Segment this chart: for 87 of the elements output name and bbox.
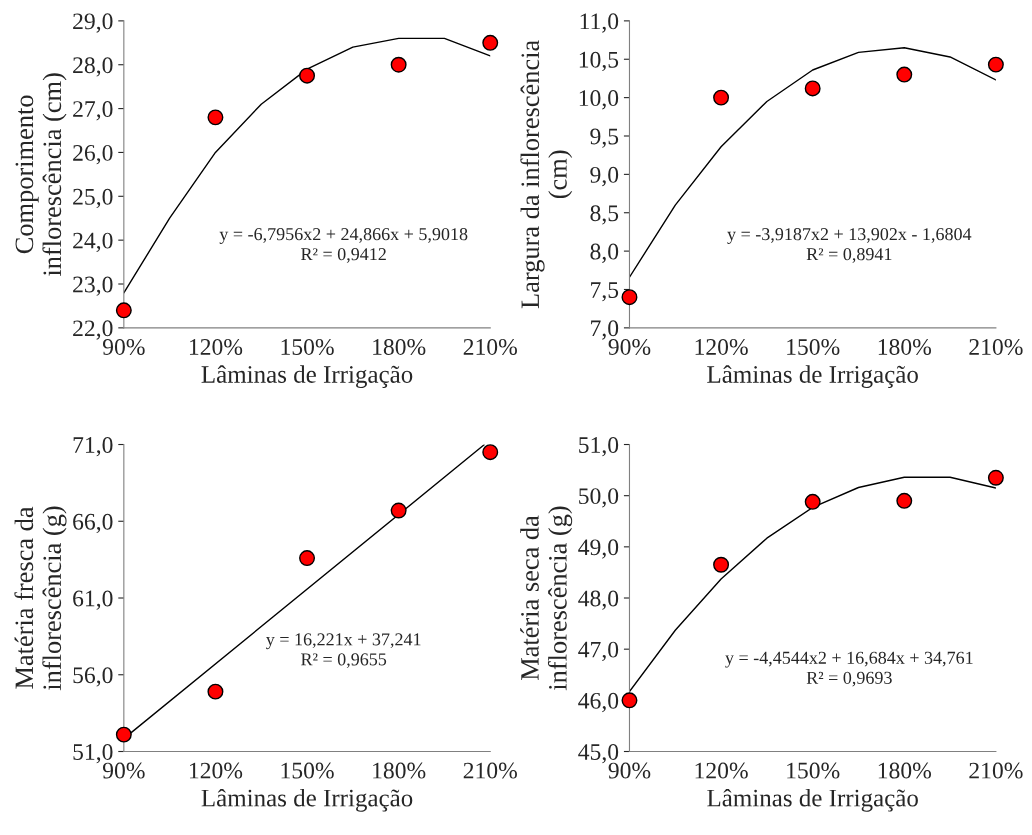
point bbox=[299, 67, 316, 84]
x-tick-label: 210% bbox=[463, 338, 517, 355]
annotation: y = 16,221x + 37,241 bbox=[266, 633, 421, 650]
y-tick-label: 48,0 bbox=[578, 590, 619, 610]
annotation: R² = 0,8941 bbox=[806, 248, 892, 263]
y-tick-label: 45,0 bbox=[578, 743, 619, 764]
y-tick-label: 56,0 bbox=[73, 667, 113, 687]
point bbox=[896, 492, 913, 509]
y-tick-label: 26,0 bbox=[73, 144, 113, 165]
point bbox=[987, 56, 1004, 73]
point bbox=[621, 289, 638, 306]
y-tick-label: 24,0 bbox=[73, 232, 113, 252]
y-tick-label: 51,0 bbox=[579, 437, 619, 457]
point bbox=[713, 89, 730, 106]
x-tick-label: 180% bbox=[878, 762, 932, 779]
annotation: y = -4,4544x2 + 16,684x + 34,761 bbox=[725, 651, 973, 668]
y-tick-label: 11,0 bbox=[580, 13, 619, 33]
x-tick-label: 180% bbox=[878, 338, 932, 355]
x-tick-label: 120% bbox=[189, 762, 243, 779]
y-tick-label: 23,0 bbox=[73, 276, 113, 296]
y-axis-title: Matéria seca da inflorescência (g) bbox=[520, 506, 573, 691]
y-axis-title: Comporimento inflorescência (cm) bbox=[15, 73, 67, 277]
point bbox=[299, 550, 316, 567]
x-axis-title: Lâminas de Irrigação bbox=[707, 788, 918, 812]
x-tick-label: 120% bbox=[695, 338, 748, 355]
x-tick-label: 180% bbox=[373, 762, 426, 779]
x-tick-label: 90% bbox=[102, 762, 145, 779]
annotation: R² = 0,9655 bbox=[301, 653, 387, 669]
y-tick-label: 66,0 bbox=[73, 513, 113, 534]
y-tick-label: 9,5 bbox=[590, 128, 619, 148]
x-axis-title: Lâminas de Irrigação bbox=[201, 788, 413, 812]
y-tick-label: 47,0 bbox=[578, 641, 619, 661]
y-tick-label: 29,0 bbox=[73, 13, 113, 33]
point bbox=[987, 469, 1004, 486]
line-series bbox=[629, 47, 996, 278]
x-axis-title: Lâminas de Irrigação bbox=[707, 365, 918, 389]
point bbox=[390, 56, 407, 73]
y-tick-label: 8,0 bbox=[590, 243, 619, 263]
point bbox=[390, 502, 407, 519]
annotation: y = -6,7956x2 + 24,866x + 5,9018 bbox=[219, 228, 468, 244]
x-tick-label: 180% bbox=[373, 338, 426, 355]
point bbox=[621, 692, 638, 709]
y-tick-label: 8,5 bbox=[590, 205, 619, 225]
y-tick-label: 7,5 bbox=[591, 282, 619, 302]
x-tick-label: 210% bbox=[463, 762, 517, 779]
y-tick-label: 10,5 bbox=[579, 51, 619, 72]
point bbox=[804, 80, 821, 97]
x-tick-label: 210% bbox=[969, 762, 1023, 779]
x-tick-label: 150% bbox=[787, 338, 840, 355]
y-tick-label: 25,0 bbox=[73, 188, 113, 209]
y-tick-label: 7,0 bbox=[591, 320, 619, 340]
x-tick-label: 150% bbox=[281, 762, 334, 779]
annotation: R² = 0,9693 bbox=[806, 671, 892, 687]
x-tick-label: 90% bbox=[608, 338, 651, 355]
y-tick-label: 22,0 bbox=[73, 320, 113, 340]
point bbox=[896, 66, 913, 83]
y-axis-title: Largura da inflorescência (cm) bbox=[520, 40, 573, 309]
y-tick-label: 27,0 bbox=[73, 101, 113, 121]
x-tick-label: 150% bbox=[787, 762, 840, 779]
y-axis-title: Matéria fresca da inflorescência (g) bbox=[14, 506, 67, 691]
point bbox=[207, 109, 224, 126]
y-tick-label: 51,0 bbox=[73, 743, 113, 764]
y-tick-label: 71,0 bbox=[73, 437, 113, 457]
y-tick-label: 50,0 bbox=[579, 488, 619, 508]
y-tick-label: 28,0 bbox=[73, 57, 113, 77]
point bbox=[713, 556, 730, 573]
y-tick-label: 61,0 bbox=[73, 590, 113, 610]
x-tick-label: 120% bbox=[189, 338, 243, 355]
annotation: y = -3,9187x2 + 13,902x - 1,6804 bbox=[727, 228, 972, 244]
point bbox=[482, 34, 499, 51]
x-tick-label: 120% bbox=[695, 762, 748, 779]
x-tick-label: 90% bbox=[102, 338, 145, 355]
y-tick-label: 9,0 bbox=[590, 166, 619, 187]
x-axis-title: Lâminas de Irrigação bbox=[201, 365, 413, 389]
y-tick-label: 10,0 bbox=[579, 90, 619, 110]
point bbox=[207, 683, 224, 700]
point bbox=[115, 302, 132, 319]
y-tick-label: 49,0 bbox=[578, 539, 619, 559]
x-tick-label: 210% bbox=[969, 338, 1023, 355]
y-tick-label: 46,0 bbox=[578, 692, 619, 713]
point bbox=[804, 493, 821, 510]
point bbox=[482, 444, 499, 461]
x-tick-label: 90% bbox=[608, 762, 651, 779]
point bbox=[115, 726, 132, 743]
annotation: R² = 0,9412 bbox=[301, 248, 386, 263]
line-series bbox=[123, 37, 491, 294]
x-tick-label: 150% bbox=[281, 338, 334, 355]
